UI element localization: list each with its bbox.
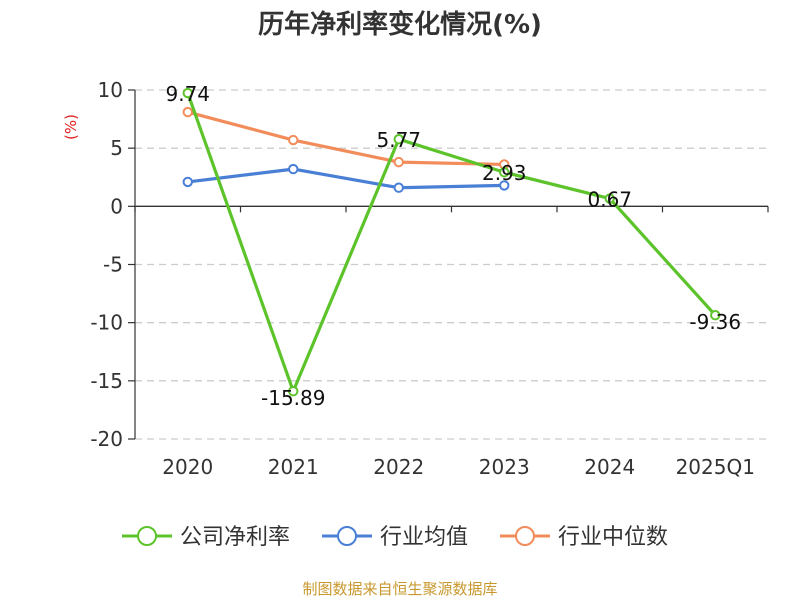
data-labels: 9.74 -15.89 5.77 2.93 0.67 -9.36 (165, 82, 741, 410)
y-tick-label: -20 (90, 427, 123, 451)
data-point (182, 176, 193, 188)
data-point (393, 134, 404, 145)
legend-label: 行业均值 (380, 525, 468, 550)
data-point (393, 182, 404, 193)
y-tick-label: 5 (110, 136, 123, 160)
y-tick-label: -10 (90, 311, 123, 335)
series-line (187, 110, 505, 167)
y-tick-label: 10 (98, 78, 123, 102)
x-tick-label: 2024 (584, 455, 635, 479)
data-label: -9.36 (689, 310, 741, 334)
x-tick-label: 2022 (373, 455, 424, 479)
chart-title: 历年净利率变化情况(%) (258, 9, 542, 40)
data-point (288, 163, 299, 175)
series-line (186, 92, 717, 393)
y-tick-label: 0 (110, 194, 123, 218)
series-layer (182, 87, 721, 397)
axes: 10 5 0 -5 -10 -15 -20 2020 2021 2022 2023 2024 2025Q… (90, 78, 769, 479)
series-line (187, 167, 505, 190)
data-point (393, 156, 404, 168)
legend[interactable]: 公司净利率 行业均值 行业中位数 (122, 525, 668, 550)
data-label: -15.89 (261, 386, 325, 410)
source-note: 制图数据来自恒生聚源数据库 (302, 580, 497, 598)
y-tick-label: -5 (103, 253, 123, 277)
x-tick-label: 2020 (162, 455, 213, 479)
data-point (182, 106, 193, 118)
legend-label: 行业中位数 (558, 525, 668, 550)
legend-marker (515, 526, 535, 546)
legend-item[interactable]: 公司净利率 (122, 525, 290, 550)
data-point (182, 87, 193, 99)
x-tick-label: 2025Q1 (676, 455, 755, 479)
data-point (288, 134, 299, 146)
data-label: 9.74 (165, 82, 210, 106)
legend-marker (337, 526, 357, 546)
legend-item[interactable]: 行业均值 (322, 525, 468, 550)
data-point (499, 180, 510, 191)
y-tick-label: -15 (90, 369, 123, 393)
gridlines (135, 89, 768, 440)
data-point (604, 193, 615, 204)
x-tick-label: 2021 (268, 455, 319, 479)
y-axis-unit: (%) (62, 114, 80, 140)
legend-label: 公司净利率 (180, 525, 290, 550)
data-point (499, 167, 510, 178)
data-label: 0.67 (587, 188, 632, 212)
data-point (710, 310, 721, 321)
data-label: 2.93 (482, 161, 527, 185)
data-point (288, 385, 299, 397)
legend-marker (137, 526, 157, 546)
data-label: 5.77 (376, 128, 421, 152)
legend-item[interactable]: 行业中位数 (500, 525, 668, 550)
x-tick-label: 2023 (479, 455, 530, 479)
